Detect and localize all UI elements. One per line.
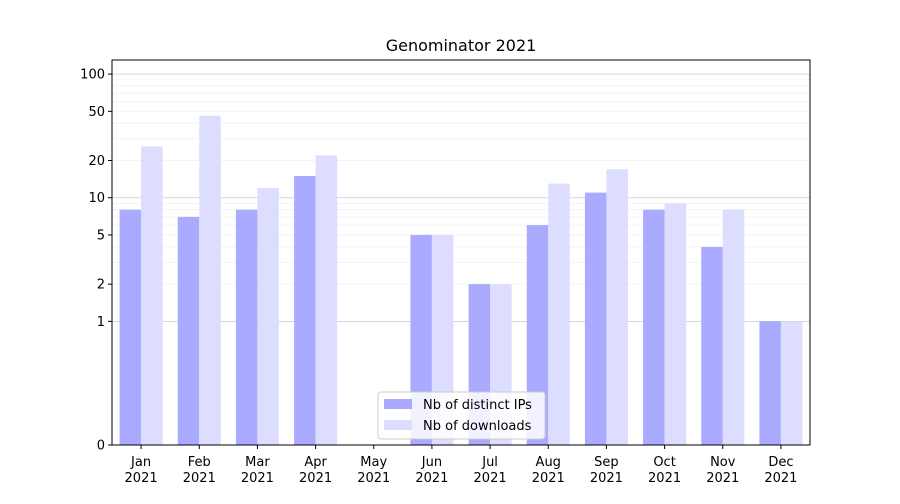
bar-distinct-ips bbox=[119, 209, 142, 445]
chart-title: Genominator 2021 bbox=[386, 36, 537, 55]
bar-downloads bbox=[257, 187, 279, 445]
x-tick-label-year: 2021 bbox=[706, 471, 739, 486]
bar-distinct-ips bbox=[294, 175, 316, 445]
x-tick-label-year: 2021 bbox=[532, 471, 565, 486]
bar-distinct-ips bbox=[235, 209, 258, 445]
y-tick-label: 5 bbox=[97, 228, 105, 243]
x-tick-label-month: Aug bbox=[536, 455, 561, 470]
bar-distinct-ips bbox=[526, 225, 549, 445]
x-tick-label-year: 2021 bbox=[474, 471, 507, 486]
x-tick-label-year: 2021 bbox=[415, 471, 448, 486]
x-tick-label-month: May bbox=[360, 455, 387, 470]
legend-label: Nb of distinct IPs bbox=[423, 398, 532, 413]
bar-distinct-ips bbox=[584, 192, 607, 445]
bar-downloads bbox=[548, 183, 570, 445]
bar-downloads bbox=[722, 209, 745, 445]
x-tick-label-month: Jun bbox=[421, 455, 442, 470]
y-tick-label: 10 bbox=[88, 191, 105, 206]
y-tick-label: 100 bbox=[80, 68, 105, 83]
legend-label: Nb of downloads bbox=[423, 419, 532, 434]
bar-downloads bbox=[606, 169, 628, 445]
y-tick-label: 50 bbox=[88, 105, 105, 120]
plot-frame bbox=[111, 59, 811, 446]
y-tick-label: 2 bbox=[97, 278, 105, 293]
x-tick-label-year: 2021 bbox=[648, 471, 681, 486]
x-tick-label-month: Nov bbox=[710, 455, 736, 470]
bar-distinct-ips bbox=[177, 216, 200, 445]
x-tick-label-month: Dec bbox=[768, 455, 793, 470]
y-tick-label: 1 bbox=[97, 315, 105, 330]
bar-downloads bbox=[664, 203, 687, 445]
x-tick-label-month: Feb bbox=[188, 455, 211, 470]
x-tick-label-month: Mar bbox=[245, 455, 270, 470]
legend-swatch bbox=[384, 399, 412, 409]
x-tick-label-year: 2021 bbox=[590, 471, 623, 486]
x-tick-label-month: Apr bbox=[304, 455, 327, 470]
x-tick-label-year: 2021 bbox=[125, 471, 158, 486]
legend-swatch bbox=[384, 420, 412, 430]
legend-box bbox=[377, 391, 546, 440]
x-tick-label-year: 2021 bbox=[183, 471, 216, 486]
bar-downloads bbox=[315, 155, 338, 445]
x-tick-label-year: 2021 bbox=[299, 471, 332, 486]
bar-downloads bbox=[780, 321, 803, 445]
bar-downloads bbox=[199, 115, 221, 446]
x-tick-label-month: Jan bbox=[130, 455, 151, 470]
x-tick-label-year: 2021 bbox=[764, 471, 797, 486]
x-tick-label-year: 2021 bbox=[241, 471, 274, 486]
y-tick-label: 20 bbox=[88, 154, 105, 169]
x-tick-label-month: Sep bbox=[594, 455, 619, 470]
bar-distinct-ips bbox=[759, 321, 781, 445]
x-tick-label-month: Jul bbox=[481, 455, 498, 470]
y-tick-label: 0 bbox=[97, 439, 105, 454]
x-tick-label-year: 2021 bbox=[357, 471, 390, 486]
bar-downloads bbox=[141, 146, 163, 445]
bar-distinct-ips bbox=[701, 246, 723, 445]
bar-distinct-ips bbox=[643, 209, 665, 445]
x-tick-label-month: Oct bbox=[653, 455, 675, 470]
